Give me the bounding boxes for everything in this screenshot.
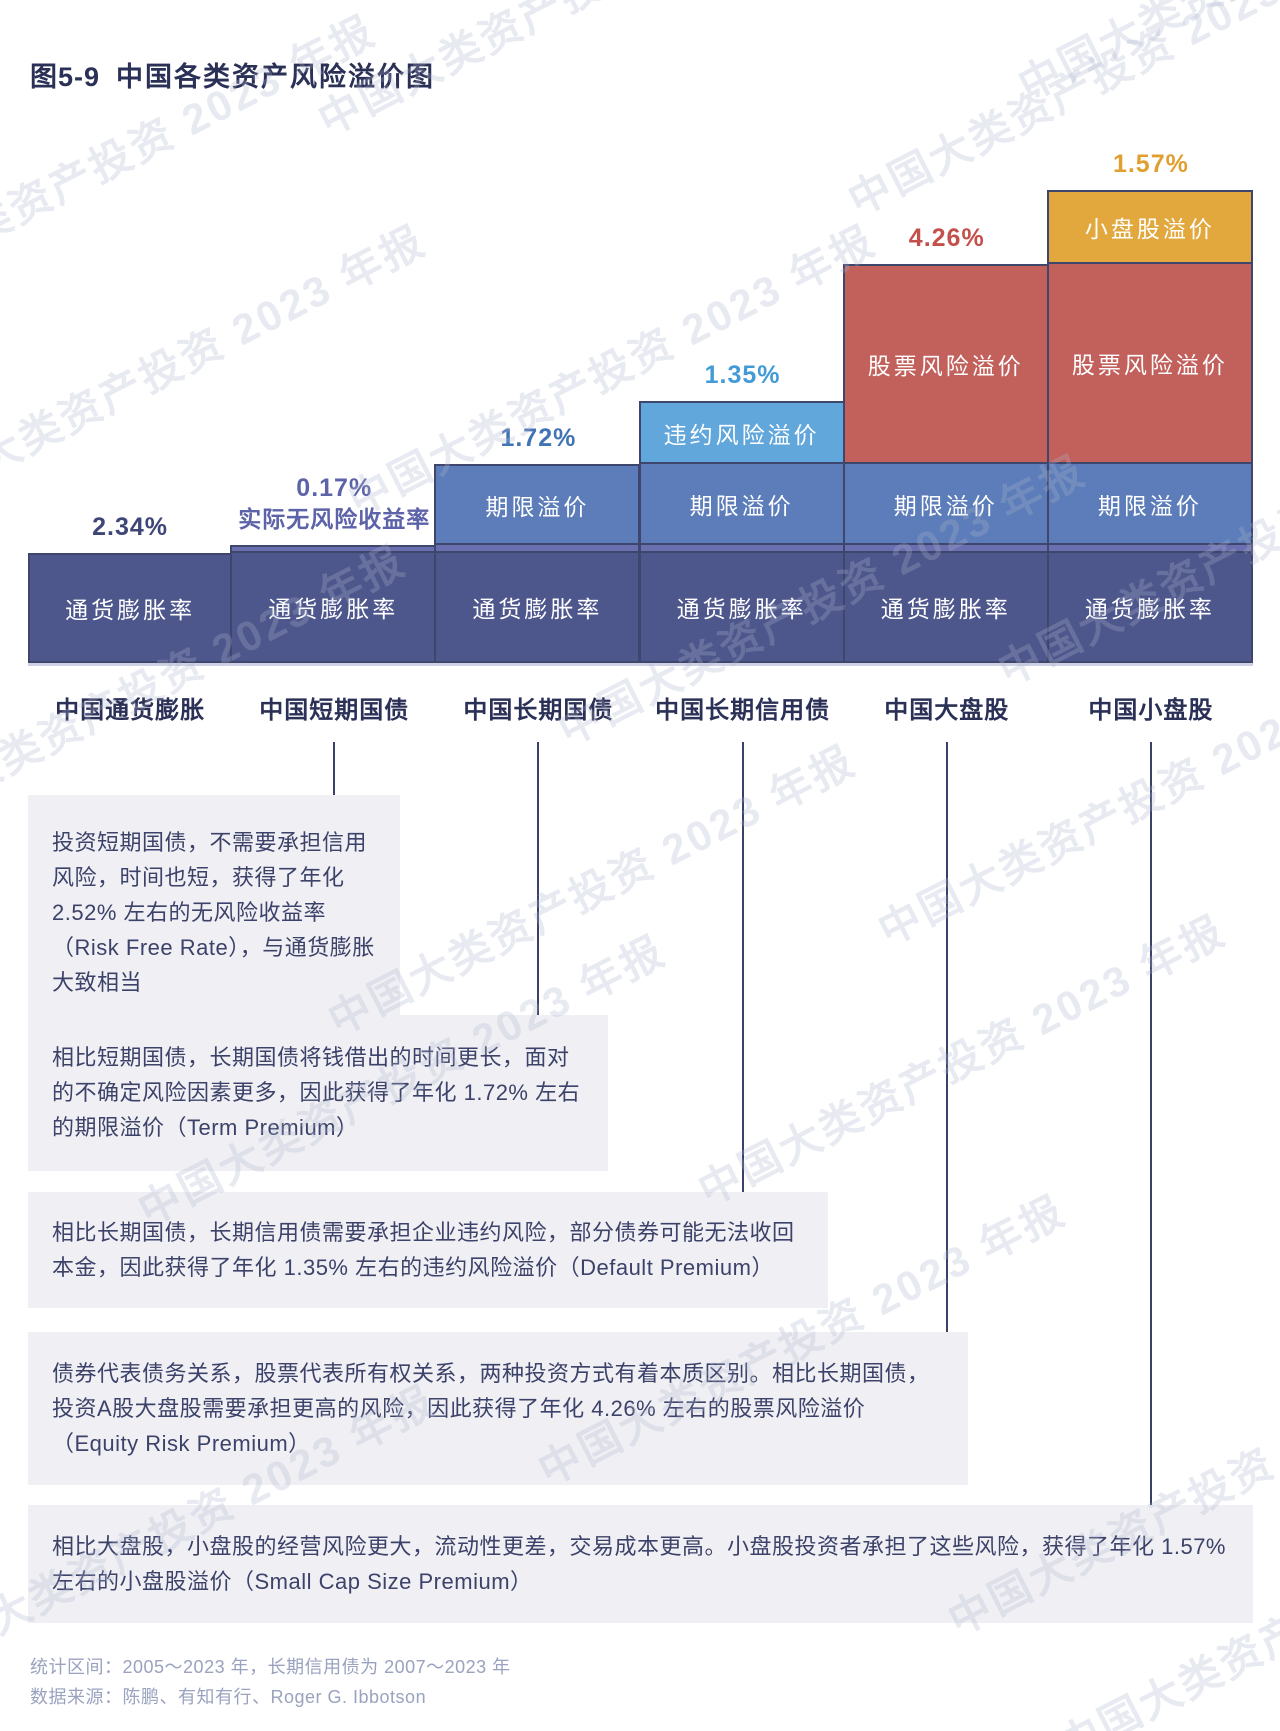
bar-中国长期信用债: 违约风险溢价 期限溢价通货膨胀率 — [638, 401, 845, 663]
bar-中国小盘股: 小盘股溢价股票风险溢价 期限溢价通货膨胀率 — [1046, 190, 1253, 663]
block-label: 期限溢价 — [893, 492, 998, 519]
block-小盘股溢价: 小盘股溢价 — [1046, 190, 1253, 264]
watermark: 中国大类资产投资 2023 年报 — [690, 906, 1234, 1215]
connector-line-中国大盘股 — [945, 742, 948, 1332]
footer-data-source: 数据来源：陈鹏、有知有行、Roger G. Ibbotson — [30, 1687, 427, 1707]
bar-中国短期国债: 通货膨胀率 — [230, 545, 437, 663]
watermark: 中国大类资产投资 2023 年报 — [1006, 0, 1280, 113]
block-label: 期限溢价 — [1097, 492, 1202, 519]
category-label-中国长期信用债: 中国长期信用债 — [655, 697, 831, 724]
block-通货膨胀率: 通货膨胀率 — [638, 551, 845, 663]
block-违约风险溢价: 违约风险溢价 — [638, 401, 845, 464]
bar-value-label: 1.57% — [1112, 150, 1189, 178]
footer-stat-period: 统计区间：2005～2023 年，长期信用债为 2007～2023 年 — [30, 1657, 511, 1677]
bar-中国通货膨胀: 通货膨胀率 — [28, 553, 233, 663]
figure-title: 图5-9 中国各类资产风险溢价图 — [30, 55, 435, 94]
annotation-box-credit-bond: 相比长期国债，长期信用债需要承担企业违约风险，部分债券可能无法收回本金，因此获得… — [28, 1192, 828, 1308]
block-股票风险溢价: 股票风险溢价 — [1046, 262, 1253, 464]
bar-value-label: 2.34% — [92, 513, 169, 541]
footer-source-notes: 统计区间：2005～2023 年，长期信用债为 2007～2023 年 数据来源… — [30, 1652, 511, 1712]
bar-value-label: 1.35% — [704, 361, 781, 389]
block-label: 通货膨胀率 — [676, 596, 807, 622]
block-期限溢价: 期限溢价 — [1046, 462, 1253, 545]
annotation-box-small-cap: 相比大盘股，小盘股的经营风险更大，流动性更差，交易成本更高。小盘股投资者承担了这… — [28, 1505, 1253, 1623]
category-label-中国大盘股: 中国大盘股 — [884, 697, 1010, 724]
block-股票风险溢价: 股票风险溢价 — [842, 264, 1049, 464]
risk-premium-stacked-bar-chart: 通货膨胀率 2.34% 通货膨胀率 0.17% 实际无风险收益率 期限溢价 通货膨胀率 1.7… — [28, 150, 1253, 663]
figure-number: 图5-9 — [30, 62, 101, 92]
block-label: 通货膨胀率 — [1084, 596, 1215, 622]
block-通货膨胀率: 通货膨胀率 — [434, 551, 641, 663]
bar-value-label: 1.72% — [500, 424, 577, 452]
block-期限溢价: 期限溢价 — [434, 464, 641, 545]
annotation-box-large-cap: 债券代表债务关系，股票代表所有权关系，两种投资方式有着本质区别。相比长期国债，投… — [28, 1332, 968, 1485]
block-label: 小盘股溢价 — [1084, 216, 1215, 242]
connector-line-中国短期国债 — [333, 742, 336, 795]
annotation-box-long-term-bond: 相比短期国债，长期国债将钱借出的时间更长，面对的不确定风险因素更多，因此获得了年… — [28, 1015, 608, 1171]
category-label-中国长期国债: 中国长期国债 — [463, 697, 614, 724]
category-label-中国短期国债: 中国短期国债 — [259, 697, 410, 724]
block-label: 股票风险溢价 — [1071, 352, 1228, 378]
bar-value-label: 0.17% 实际无风险收益率 — [238, 474, 431, 532]
block-label: 期限溢价 — [689, 492, 794, 519]
connector-line-中国小盘股 — [1149, 742, 1152, 1505]
block-通货膨胀率: 通货膨胀率 — [842, 551, 1049, 663]
block-label: 股票风险溢价 — [867, 353, 1024, 379]
connector-line-中国长期信用债 — [741, 742, 744, 1192]
category-label-中国小盘股: 中国小盘股 — [1088, 697, 1214, 724]
category-label-中国通货膨胀: 中国通货膨胀 — [55, 697, 206, 724]
watermark: 中国大类资产投资 2023 年报 — [870, 647, 1280, 955]
block-label: 违约风险溢价 — [663, 421, 820, 448]
annotation-box-short-term-bond: 投资短期国债，不需要承担信用风险，时间也短，获得了年化 2.52% 左右的无风险… — [28, 795, 400, 1030]
figure-title-text: 中国各类资产风险溢价图 — [116, 62, 436, 92]
block-通货膨胀率: 通货膨胀率 — [1046, 551, 1253, 663]
block-通货膨胀率: 通货膨胀率 — [28, 553, 233, 663]
block-label: 期限溢价 — [485, 493, 590, 520]
block-期限溢价: 期限溢价 — [638, 462, 845, 545]
connector-line-中国长期国债 — [537, 742, 540, 1015]
bar-中国长期国债: 期限溢价 通货膨胀率 — [434, 464, 641, 663]
block-label: 通货膨胀率 — [472, 596, 603, 622]
block-通货膨胀率: 通货膨胀率 — [230, 551, 437, 663]
block-label: 通货膨胀率 — [268, 596, 399, 622]
block-label: 通货膨胀率 — [880, 596, 1011, 622]
bar-value-label: 4.26% — [908, 224, 985, 252]
bar-中国大盘股: 股票风险溢价 期限溢价通货膨胀率 — [842, 264, 1049, 663]
block-label: 通货膨胀率 — [65, 597, 196, 623]
chart-baseline — [28, 663, 1253, 666]
block-期限溢价: 期限溢价 — [842, 462, 1049, 545]
